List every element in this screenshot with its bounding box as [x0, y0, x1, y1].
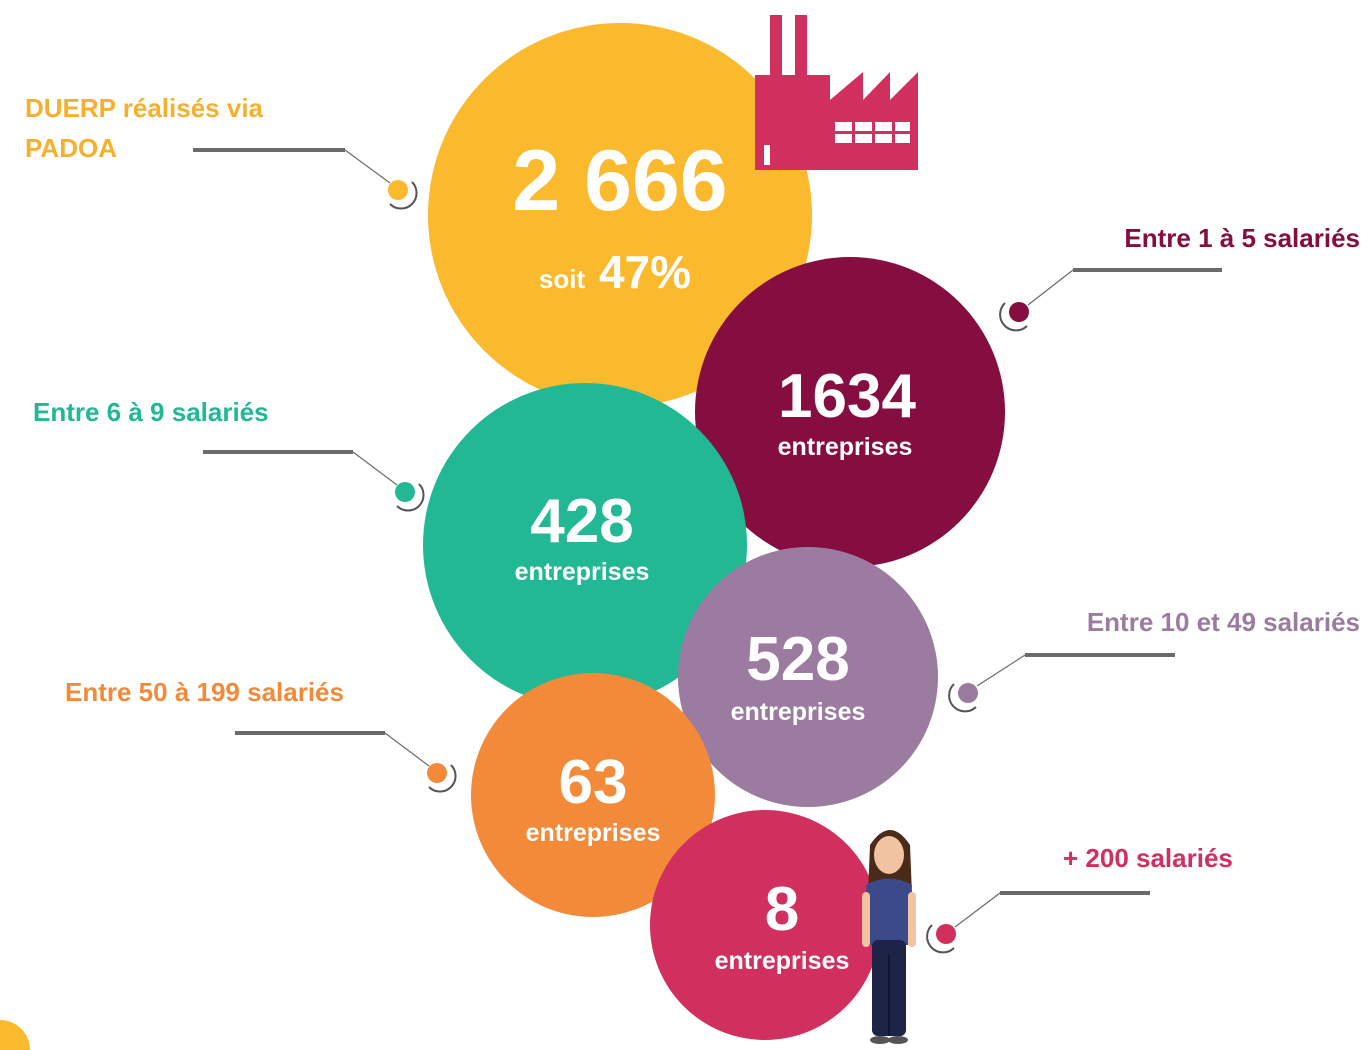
group-unit: entreprises	[715, 947, 850, 975]
corner-dot	[0, 1020, 30, 1050]
share-prefix: soit	[539, 264, 586, 294]
group-label: Entre 50 à 199 salariés	[65, 677, 344, 707]
total-value: 2 666	[512, 133, 727, 229]
headline-label: DUERP réalisés via	[25, 93, 264, 123]
leader	[949, 655, 1175, 711]
leader	[927, 893, 1150, 952]
group-value: 1634	[778, 362, 916, 431]
leader	[1000, 270, 1222, 330]
group-label: Entre 10 et 49 salariés	[1087, 607, 1360, 637]
group-unit: entreprises	[731, 698, 866, 726]
group-label: Entre 1 à 5 salariés	[1124, 223, 1360, 253]
group-value: 63	[559, 748, 628, 817]
infographic: 2 666 soit 47% 1634 entreprises 428 entr…	[0, 0, 1369, 1050]
group-label: + 200 salariés	[1063, 843, 1233, 873]
group-unit: entreprises	[515, 558, 650, 586]
factory-icon	[755, 15, 918, 170]
group-value: 8	[765, 875, 799, 944]
group-unit: entreprises	[526, 819, 661, 847]
share-value: 47%	[599, 246, 691, 298]
leader	[235, 733, 456, 792]
leader	[203, 452, 424, 511]
group-unit: entreprises	[778, 433, 913, 461]
leader	[193, 150, 417, 209]
group-label: Entre 6 à 9 salariés	[33, 397, 269, 427]
headline-label: PADOA	[25, 133, 117, 163]
group-value: 528	[746, 625, 849, 694]
group-value: 428	[530, 487, 633, 556]
woman-illustration	[862, 830, 916, 1044]
